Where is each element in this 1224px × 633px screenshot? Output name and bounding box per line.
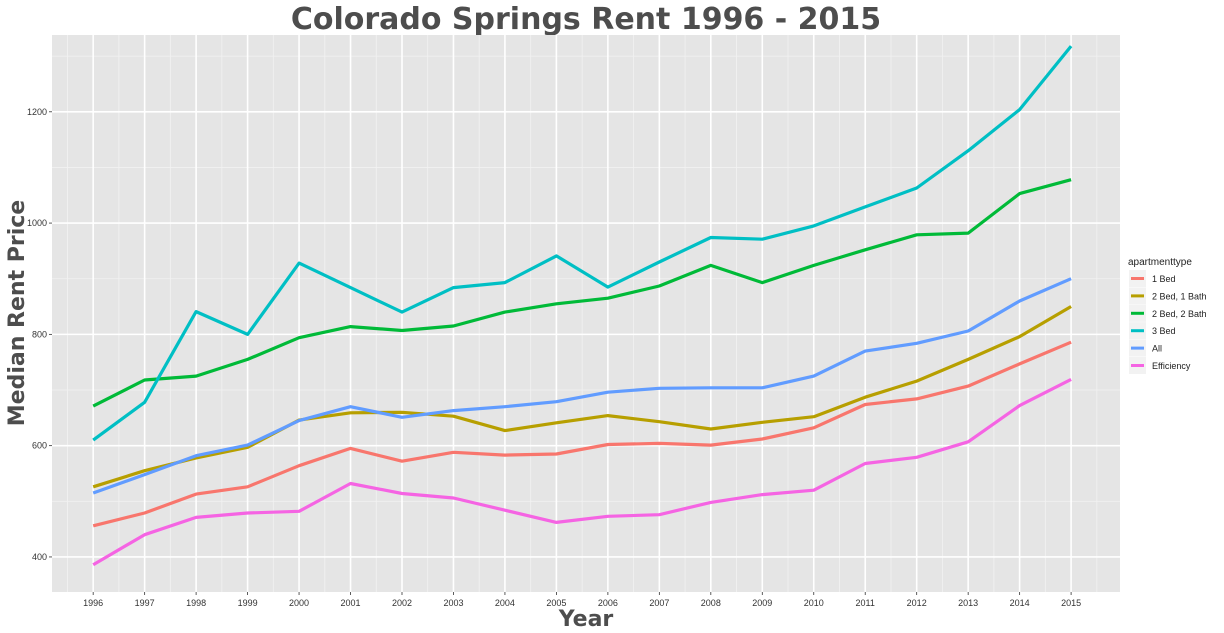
major-gridlines — [52, 35, 1120, 592]
x-tick-label: 2011 — [856, 598, 875, 608]
x-tick-label: 2014 — [1010, 598, 1030, 608]
y-axis-ticks: 400 600 800 1000 1200 — [27, 107, 52, 562]
x-tick-label: 2001 — [341, 598, 361, 608]
x-tick-label: 2013 — [958, 598, 978, 608]
x-tick-label: 2000 — [289, 598, 309, 608]
legend-label: Efficiency — [1152, 361, 1191, 371]
x-tick-label: 1999 — [238, 598, 258, 608]
y-tick-label: 1000 — [27, 218, 47, 228]
legend-label: 1 Bed — [1152, 274, 1176, 284]
x-tick-label: 2003 — [443, 598, 463, 608]
series-line-3 — [92, 45, 1073, 442]
legend-label: 3 Bed — [1152, 326, 1176, 336]
x-tick-label: 1997 — [135, 598, 155, 608]
x-tick-label: 2010 — [804, 598, 824, 608]
legend: apartmenttype 1 Bed 2 Bed, 1 Bath 2 Bed, 2… — [1128, 257, 1207, 374]
x-tick-label: 2002 — [392, 598, 412, 608]
series-lines — [92, 45, 1073, 567]
y-tick-label: 800 — [32, 329, 47, 339]
x-axis-ticks: 1996 1997 1998 1999 2000 2001 2002 2003 2004 2005… — [83, 592, 1081, 608]
x-tick-label: 2005 — [546, 598, 566, 608]
x-tick-label: 2015 — [1061, 598, 1081, 608]
series-line-5 — [92, 377, 1072, 567]
chart-title: Colorado Springs Rent 1996 - 2015 — [291, 2, 881, 37]
legend-title: apartmenttype — [1128, 257, 1192, 268]
y-tick-label: 400 — [32, 552, 47, 562]
x-tick-label: 2009 — [752, 598, 772, 608]
legend-label: All — [1152, 344, 1162, 354]
series-line-2 — [92, 178, 1072, 408]
x-tick-label: 1998 — [186, 598, 206, 608]
y-tick-label: 1200 — [27, 107, 47, 117]
series-line-0 — [92, 340, 1072, 528]
x-tick-label: 2012 — [907, 598, 927, 608]
x-tick-label: 2008 — [701, 598, 721, 608]
y-tick-label: 600 — [32, 441, 47, 451]
y-axis-title: Median Rent Price — [5, 200, 30, 426]
x-tick-label: 2004 — [495, 598, 515, 608]
x-tick-label: 2007 — [649, 598, 669, 608]
x-tick-label: 2006 — [598, 598, 618, 608]
series-line-4 — [92, 277, 1072, 495]
x-tick-label: 1996 — [83, 598, 103, 608]
plot-panel — [52, 35, 1120, 592]
legend-label: 2 Bed, 1 Bath — [1152, 291, 1207, 301]
legend-label: 2 Bed, 2 Bath — [1152, 309, 1207, 319]
x-axis-title: Year — [558, 607, 614, 632]
